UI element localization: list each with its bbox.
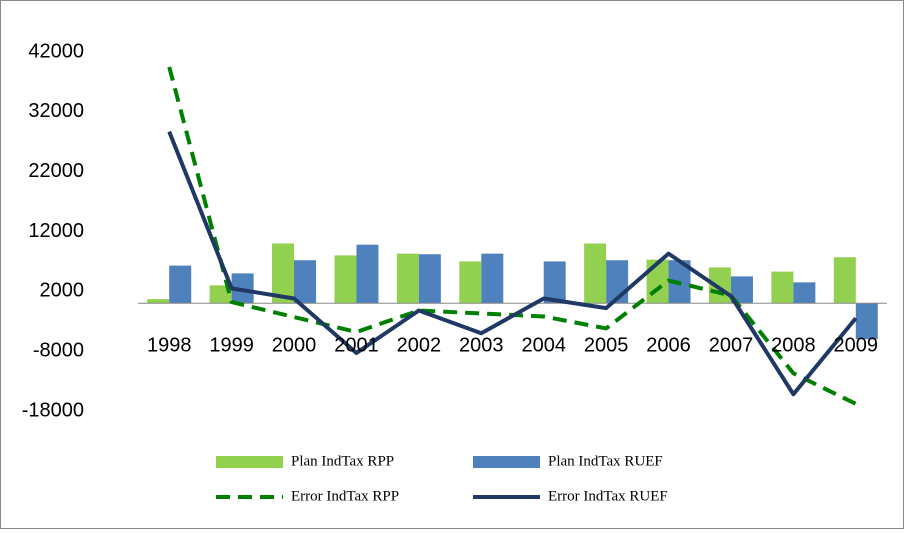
- x-tick-label: 2008: [771, 334, 816, 356]
- legend-swatch: [216, 456, 283, 468]
- y-tick-label: 12000: [28, 220, 84, 242]
- bar: [418, 254, 441, 304]
- legend-swatch: [473, 456, 540, 468]
- bar: [459, 261, 482, 304]
- bar: [169, 265, 192, 304]
- bar: [396, 253, 419, 304]
- x-tick-label: 2005: [584, 334, 629, 356]
- bar: [646, 259, 669, 304]
- x-tick-label: 2007: [709, 334, 754, 356]
- x-tick-label: 2002: [397, 334, 442, 356]
- x-tick-label: 1998: [147, 334, 192, 356]
- bar: [855, 303, 878, 340]
- x-tick-label: 2004: [521, 334, 566, 356]
- bar: [272, 243, 295, 304]
- x-tick-label: 2003: [459, 334, 504, 356]
- line-series: [167, 130, 858, 397]
- legend-label: Plan IndTax RUEF: [548, 453, 663, 469]
- y-tick-label: 32000: [28, 100, 84, 122]
- x-tick-label: 1999: [209, 334, 254, 356]
- bar: [543, 261, 566, 304]
- bar: [356, 244, 379, 304]
- legend-label: Error IndTax RPP: [291, 488, 399, 504]
- bar: [793, 282, 816, 304]
- bar: [833, 257, 856, 304]
- y-tick-label: 42000: [28, 40, 84, 62]
- y-tick-label: -18000: [22, 399, 84, 421]
- y-tick-label: -8000: [33, 339, 84, 361]
- y-tick-label: 22000: [28, 160, 84, 182]
- legend-label: Plan IndTax RPP: [291, 453, 394, 469]
- bar: [771, 271, 794, 304]
- bar: [334, 255, 357, 304]
- y-tick-label: 2000: [40, 280, 85, 302]
- bar: [209, 285, 232, 304]
- bar: [294, 260, 317, 304]
- bar: [147, 299, 170, 304]
- x-tick-label: 2000: [272, 334, 317, 356]
- bar: [730, 276, 753, 304]
- bar: [584, 243, 607, 304]
- x-tick-label: 2001: [334, 334, 379, 356]
- bar: [481, 253, 504, 304]
- x-tick-label: 2006: [646, 334, 691, 356]
- legend-label: Error IndTax RUEF: [548, 488, 668, 504]
- x-tick-label: 2009: [834, 334, 879, 356]
